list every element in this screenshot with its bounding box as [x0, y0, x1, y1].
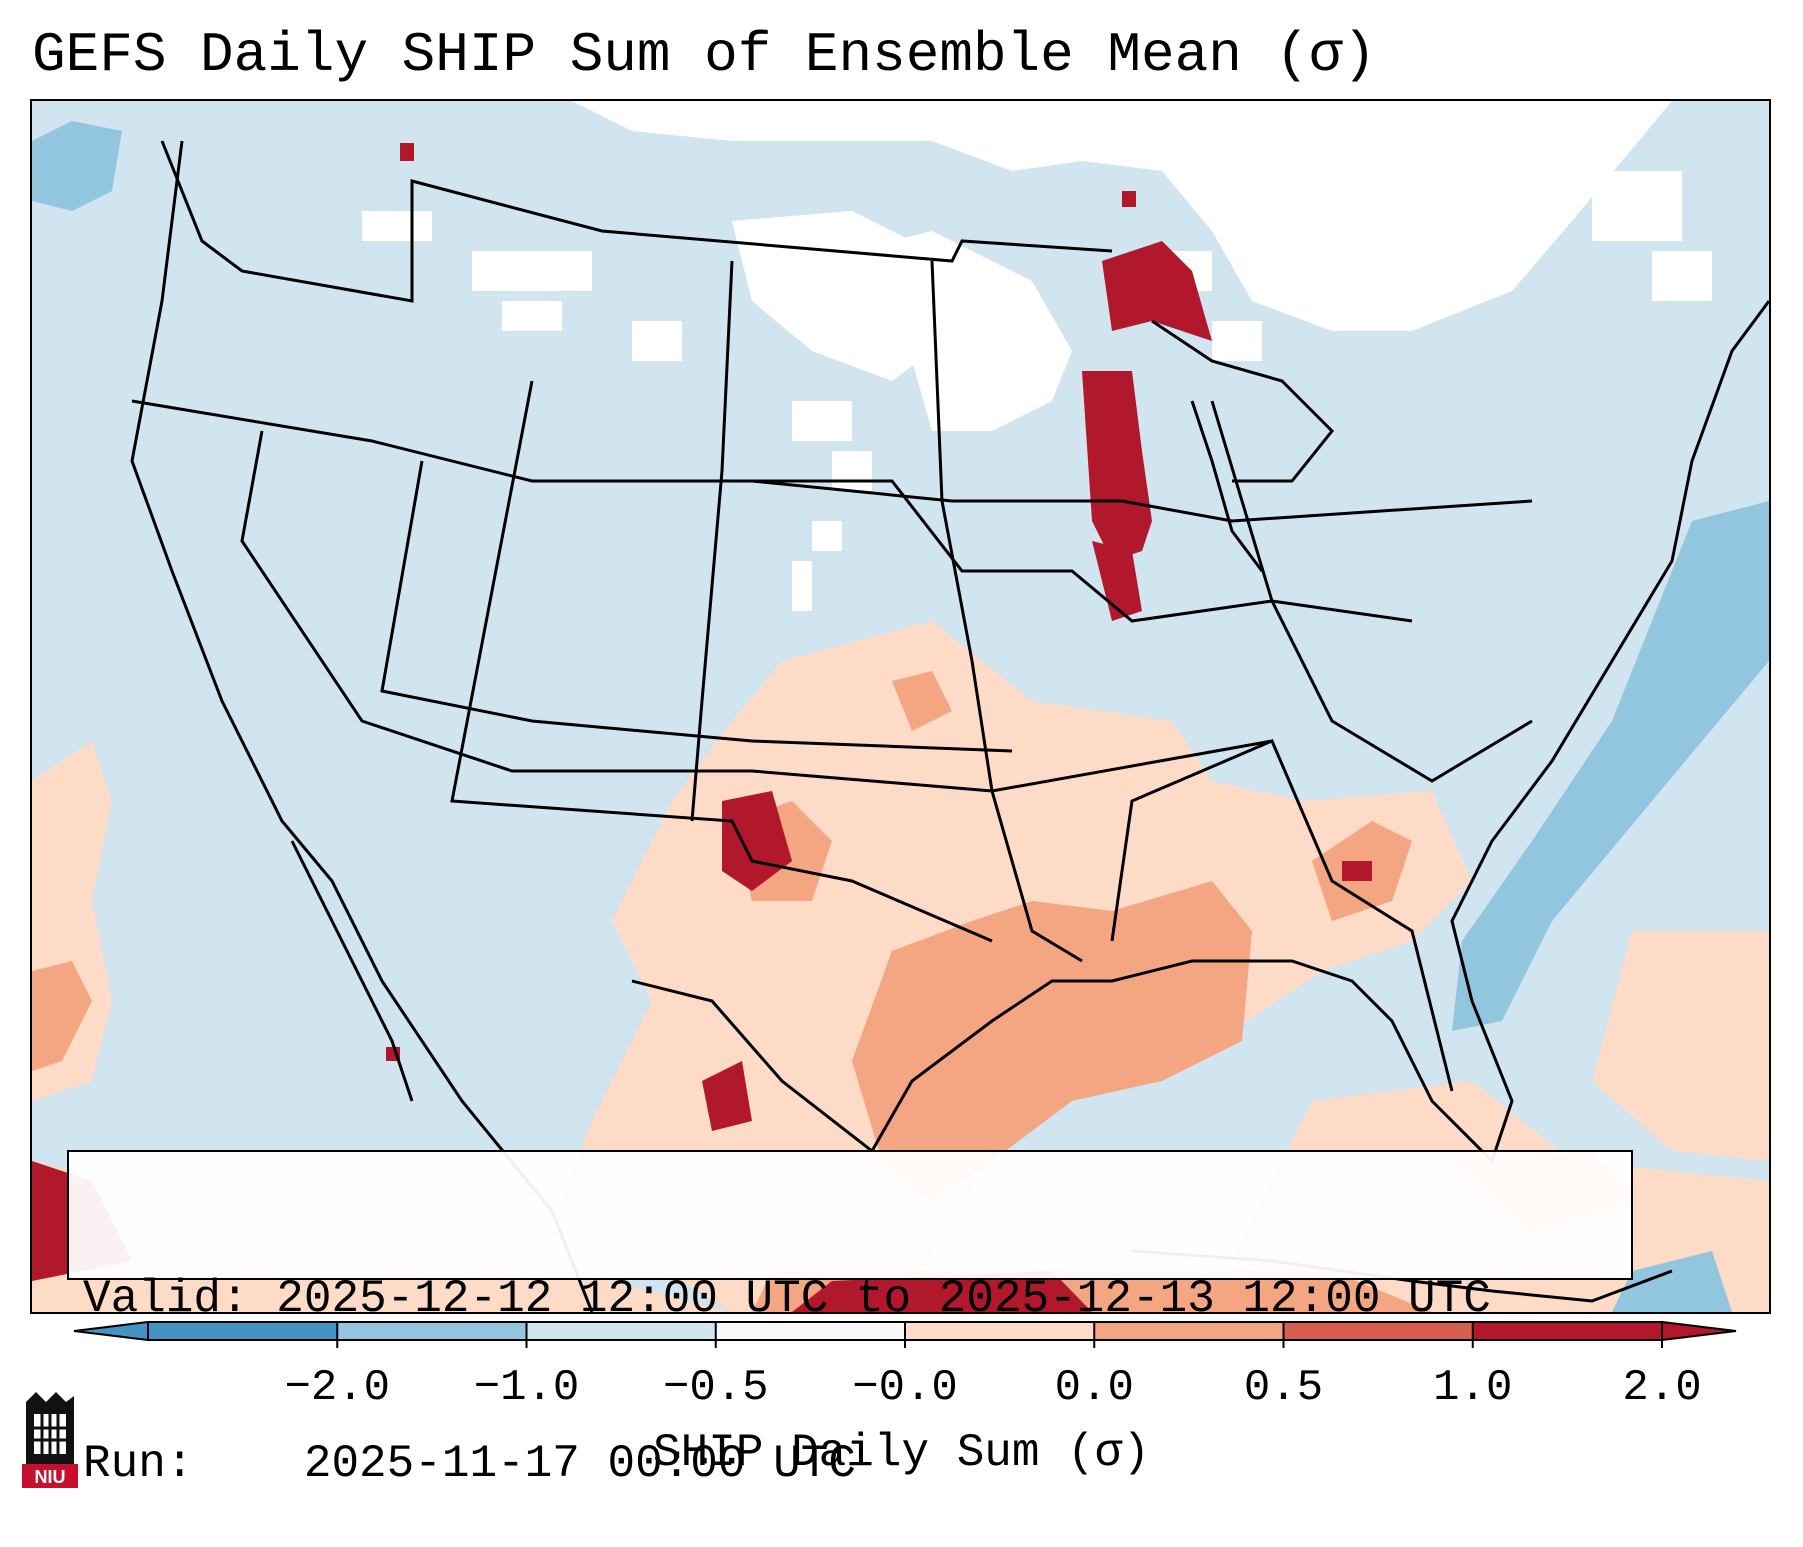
run-line: Run: 2025-11-17 00:00 UTC	[83, 1437, 1631, 1492]
colorbar-tick-label: −2.0	[284, 1363, 391, 1413]
positive-strong-region	[32, 143, 1372, 1312]
map-panel[interactable]	[30, 99, 1771, 1314]
logo-text: NIU	[35, 1467, 66, 1487]
valid-label: Valid:	[83, 1273, 249, 1325]
colorbar-tick-label: −0.0	[852, 1363, 958, 1413]
colorbar-segment	[715, 1322, 906, 1340]
colorbar-arrow-right	[1661, 1320, 1737, 1342]
colorbar-segment	[905, 1322, 1095, 1340]
negative-medium-region	[32, 121, 1769, 1312]
valid-value: 2025-12-12 12:00 UTC to 2025-12-13 12:00…	[276, 1273, 1491, 1325]
niu-logo-icon: NIU	[22, 1392, 78, 1488]
neutral-region	[362, 101, 1712, 611]
coastline	[130, 140, 1769, 1312]
chart-title: GEFS Daily SHIP Sum of Ensemble Mean (σ)	[32, 23, 1377, 87]
colorbar-tick-label: 2.0	[1622, 1363, 1702, 1413]
state-borders	[131, 140, 1533, 1092]
colorbar-segment	[1094, 1322, 1284, 1340]
valid-line: Valid: 2025-12-12 12:00 UTC to 2025-12-1…	[83, 1272, 1631, 1327]
colorbar-segment	[337, 1322, 527, 1340]
info-box: Valid: 2025-12-12 12:00 UTC to 2025-12-1…	[67, 1150, 1633, 1490]
colorbar-segment	[526, 1322, 717, 1340]
colorbar-tick-label: 0.5	[1243, 1363, 1324, 1413]
run-value: 2025-11-17 00:00 UTC	[303, 1438, 856, 1490]
colorbar-segment	[148, 1322, 338, 1340]
colorbar-tick-label: −0.5	[662, 1363, 769, 1413]
colorbar-tick-label: 0.0	[1054, 1363, 1134, 1413]
colorbar-segment	[1472, 1322, 1663, 1340]
colorbar-segment	[1283, 1322, 1474, 1340]
colorbar-label: SHIP Daily Sum (σ)	[653, 1427, 1150, 1479]
colorbar-arrow-left	[73, 1320, 149, 1342]
colorbar-tick-label: 1.0	[1433, 1363, 1513, 1413]
colorbar-tick-label: −1.0	[473, 1363, 580, 1413]
run-label: Run:	[83, 1438, 194, 1490]
map-canvas	[32, 101, 1769, 1312]
colorbar	[73, 1320, 1737, 1348]
